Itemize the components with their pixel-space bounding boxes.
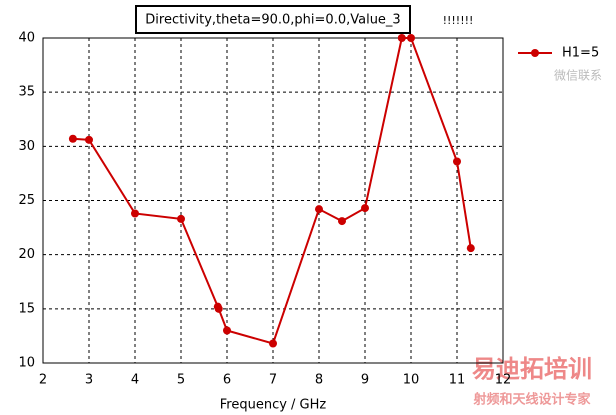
chart-title: Directivity,theta=90.0,phi=0.0,Value_3	[145, 13, 400, 28]
data-point	[269, 339, 277, 348]
watermark: 易迪拓培训	[472, 355, 592, 383]
x-tick-label: 9	[361, 373, 369, 388]
x-tick-label: 11	[449, 373, 466, 388]
y-tick-label: 20	[18, 247, 35, 262]
watermark: 微信联系	[554, 69, 602, 83]
x-tick-label: 8	[315, 373, 323, 388]
y-tick-label: 40	[18, 31, 35, 46]
x-tick-label: 12	[495, 373, 512, 388]
watermark: 射频和天线设计专家	[472, 392, 591, 408]
data-point	[315, 205, 323, 214]
x-tick-label: 5	[177, 373, 185, 388]
y-tick-label: 25	[18, 193, 35, 208]
x-tick-label: 7	[269, 373, 277, 388]
y-tick-label: 15	[18, 301, 35, 316]
data-point	[453, 157, 461, 166]
data-point	[361, 204, 369, 213]
annotation: !!!!!!!	[443, 14, 474, 27]
data-point	[68, 134, 77, 143]
legend-marker	[531, 49, 539, 57]
x-axis-label: Frequency / GHz	[220, 398, 327, 413]
data-point	[177, 214, 185, 223]
x-tick-label: 2	[39, 373, 47, 388]
data-point	[85, 135, 93, 144]
title-box	[135, 5, 411, 34]
y-tick-label: 35	[18, 85, 35, 100]
x-tick-label: 4	[131, 373, 139, 388]
data-point	[131, 209, 139, 218]
x-tick-label: 6	[223, 373, 231, 388]
data-point	[466, 244, 475, 253]
plot-frame	[42, 37, 504, 364]
data-point	[338, 217, 346, 226]
data-point	[223, 326, 231, 335]
data-point	[214, 304, 223, 313]
y-tick-label: 10	[18, 356, 35, 371]
x-tick-label: 10	[403, 373, 420, 388]
y-tick-label: 30	[18, 139, 35, 154]
legend-label: H1=5	[562, 46, 599, 61]
x-tick-label: 3	[85, 373, 93, 388]
data-point	[397, 34, 406, 42]
data-point	[407, 34, 415, 42]
